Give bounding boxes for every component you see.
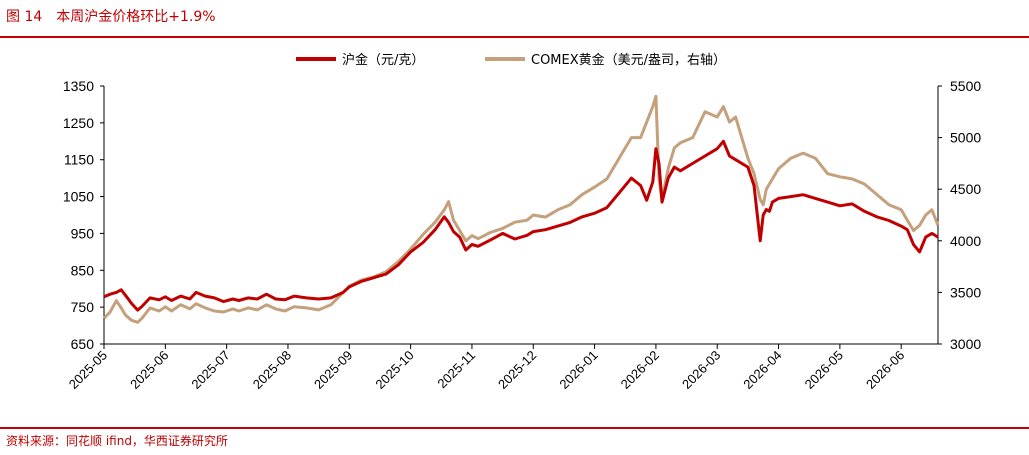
x-tick-label: 2025-09 xyxy=(311,348,355,392)
footer-rule xyxy=(0,427,1029,429)
right-tick-label: 5000 xyxy=(950,130,981,146)
right-tick-label: 3500 xyxy=(950,284,981,300)
series-line-comex-gold xyxy=(102,94,940,324)
right-tick-label: 4000 xyxy=(950,233,981,249)
x-tick-label: 2026-06 xyxy=(863,348,907,392)
left-tick-label: 1350 xyxy=(63,78,94,94)
legend: 沪金（元/克） COMEX黄金（美元/盎司，右轴） xyxy=(296,52,726,68)
x-tick-label: 2026-05 xyxy=(802,348,846,392)
x-tick-label: 2025-10 xyxy=(372,348,416,392)
right-tick-label: 5500 xyxy=(950,78,981,94)
x-tick-label: 2025-05 xyxy=(66,348,110,392)
x-tick-label: 2026-04 xyxy=(740,348,784,392)
x-tick-label: 2025-11 xyxy=(434,348,478,392)
legend-label-right-series: COMEX黄金（美元/盎司，右轴） xyxy=(531,52,726,68)
x-tick-label: 2026-03 xyxy=(679,348,723,392)
series-line-shanghai-gold xyxy=(103,139,939,312)
figure-title: 图 14 本周沪金价格环比+1.9% xyxy=(6,9,216,25)
plot-area xyxy=(102,94,940,324)
left-tick-label: 750 xyxy=(71,299,95,315)
left-axis: 1350 1250 1150 1050 950 850 750 650 xyxy=(63,78,105,352)
x-tick-label: 2026-01 xyxy=(556,348,600,392)
left-tick-label: 1050 xyxy=(63,189,94,205)
left-tick-label: 1150 xyxy=(64,152,94,168)
x-axis: 2025-05 2025-06 2025-07 2025-08 2025-09 2025-… xyxy=(66,343,938,392)
right-tick-label: 3000 xyxy=(950,336,981,352)
x-tick-label: 2025-12 xyxy=(495,348,539,392)
source-note: 资料来源：同花顺 ifind，华西证券研究所 xyxy=(6,434,228,448)
title-rule xyxy=(0,36,1029,38)
left-tick-label: 1250 xyxy=(63,115,94,131)
left-tick-label: 950 xyxy=(71,225,95,241)
x-tick-label: 2025-07 xyxy=(188,348,232,392)
legend-label-left-series: 沪金（元/克） xyxy=(342,52,424,68)
x-tick-label: 2025-06 xyxy=(127,348,171,392)
left-tick-label: 850 xyxy=(71,262,95,278)
left-tick-label: 650 xyxy=(71,336,95,352)
right-axis: 5500 5000 4500 4000 3500 3000 xyxy=(937,78,981,352)
x-tick-label: 2025-08 xyxy=(250,348,294,392)
x-tick-label: 2026-02 xyxy=(618,348,662,392)
right-tick-label: 4500 xyxy=(950,181,981,197)
